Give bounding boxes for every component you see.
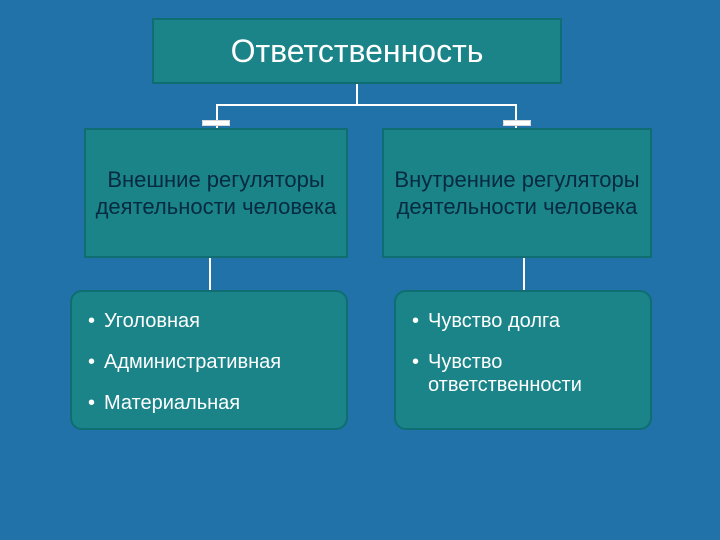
right-sub-label: Внутренние регуляторы деятельности челов… <box>392 166 642 221</box>
list-item: Чувство долга <box>410 310 636 333</box>
connector-left-items <box>209 258 211 290</box>
right-sub-box: Внутренние регуляторы деятельности челов… <box>382 128 652 258</box>
right-items-box: Чувство долга Чувство ответственности <box>394 290 652 430</box>
root-box: Ответственность <box>152 18 562 84</box>
connector-right-tick <box>503 120 531 126</box>
left-items-box: Уголовная Административная Материальная <box>70 290 348 430</box>
diagram-stage: { "type": "tree", "canvas": { "width": 7… <box>0 0 720 540</box>
item-label: Материальная <box>104 392 240 414</box>
left-sub-label: Внешние регуляторы деятельности человека <box>94 166 338 221</box>
item-label: Чувство долга <box>428 310 560 332</box>
list-item: Материальная <box>86 392 332 415</box>
connector-left-tick <box>202 120 230 126</box>
connector-horizontal <box>216 104 517 106</box>
item-label: Уголовная <box>104 310 200 332</box>
list-item: Чувство ответственности <box>410 351 636 397</box>
list-item: Уголовная <box>86 310 332 333</box>
connector-right-items <box>523 258 525 290</box>
connector-root-drop <box>356 84 358 104</box>
item-label: Чувство ответственности <box>428 351 582 396</box>
left-items-list: Уголовная Административная Материальная <box>86 310 332 415</box>
root-label: Ответственность <box>231 33 484 70</box>
list-item: Административная <box>86 351 332 374</box>
right-items-list: Чувство долга Чувство ответственности <box>410 310 636 397</box>
left-sub-box: Внешние регуляторы деятельности человека <box>84 128 348 258</box>
item-label: Административная <box>104 351 281 373</box>
